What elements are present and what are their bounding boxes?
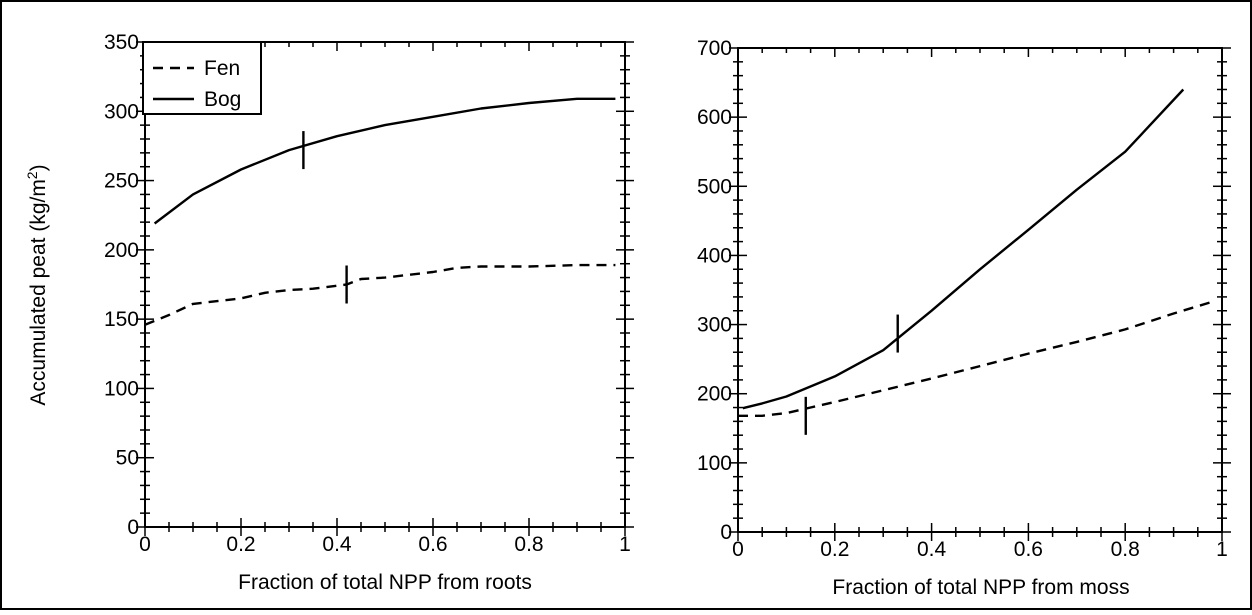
left-x-tick-label: 0.6 xyxy=(418,533,447,556)
left-y-tick-label: 350 xyxy=(104,31,139,54)
left-y-tick-label: 250 xyxy=(104,170,139,193)
right-chart: Fraction of total NPP from moss 0 0.2 0.4 0… xyxy=(697,37,1231,599)
left-x-tick-label: 0.2 xyxy=(226,533,255,556)
left-x-tick-label: 0.8 xyxy=(514,533,543,556)
right-x-tick-label: 0.4 xyxy=(917,538,947,561)
right-y-tick-label: 100 xyxy=(697,452,732,475)
left-y-tick-label: 100 xyxy=(104,377,139,400)
right-x-tick-label: 0.6 xyxy=(1014,538,1043,561)
right-y-tick-label: 200 xyxy=(697,383,732,406)
left-series-fen-line xyxy=(144,263,616,326)
right-x-tick-label: 0 xyxy=(732,538,744,561)
legend-label-fen: Fen xyxy=(204,57,240,80)
legend-box xyxy=(142,41,262,115)
left-y-axis-label: Accumulated peat (kg/m2) xyxy=(24,164,50,405)
left-x-tick-label: 0.4 xyxy=(322,533,352,556)
left-y-tick-label: 300 xyxy=(104,100,139,123)
right-y-tick-label: 500 xyxy=(697,175,732,198)
right-y-tick-label: 400 xyxy=(697,244,732,267)
left-series-bog-line xyxy=(153,97,616,225)
legend-label-bog: Bog xyxy=(204,88,241,111)
right-series-fen-line xyxy=(738,300,1213,417)
left-y-tick-label: 0 xyxy=(127,516,139,539)
right-x-tick-label: 0.2 xyxy=(820,538,849,561)
legend: Fen Bog xyxy=(142,41,262,115)
left-chart: Accumulated peat (kg/m2) Fraction of tot… xyxy=(24,31,634,594)
left-y-tick-label: 150 xyxy=(104,308,139,331)
right-y-tick-label: 700 xyxy=(697,37,732,60)
right-x-axis-label: Fraction of total NPP from moss xyxy=(832,576,1129,599)
left-y-tick-label: 200 xyxy=(104,239,139,262)
left-x-tick-label: 0 xyxy=(139,533,151,556)
left-x-tick-label: 1 xyxy=(619,533,631,556)
left-y-tick-label: 50 xyxy=(116,447,139,470)
right-x-tick-label: 0.8 xyxy=(1111,538,1140,561)
right-y-tick-label: 0 xyxy=(720,521,732,544)
right-x-tick-label: 1 xyxy=(1216,538,1228,561)
right-y-tick-label: 300 xyxy=(697,314,732,337)
left-x-axis-label: Fraction of total NPP from roots xyxy=(238,571,532,594)
right-plot-frame xyxy=(737,47,1223,533)
right-series-bog-line xyxy=(742,88,1185,410)
right-y-tick-label: 600 xyxy=(697,106,732,129)
